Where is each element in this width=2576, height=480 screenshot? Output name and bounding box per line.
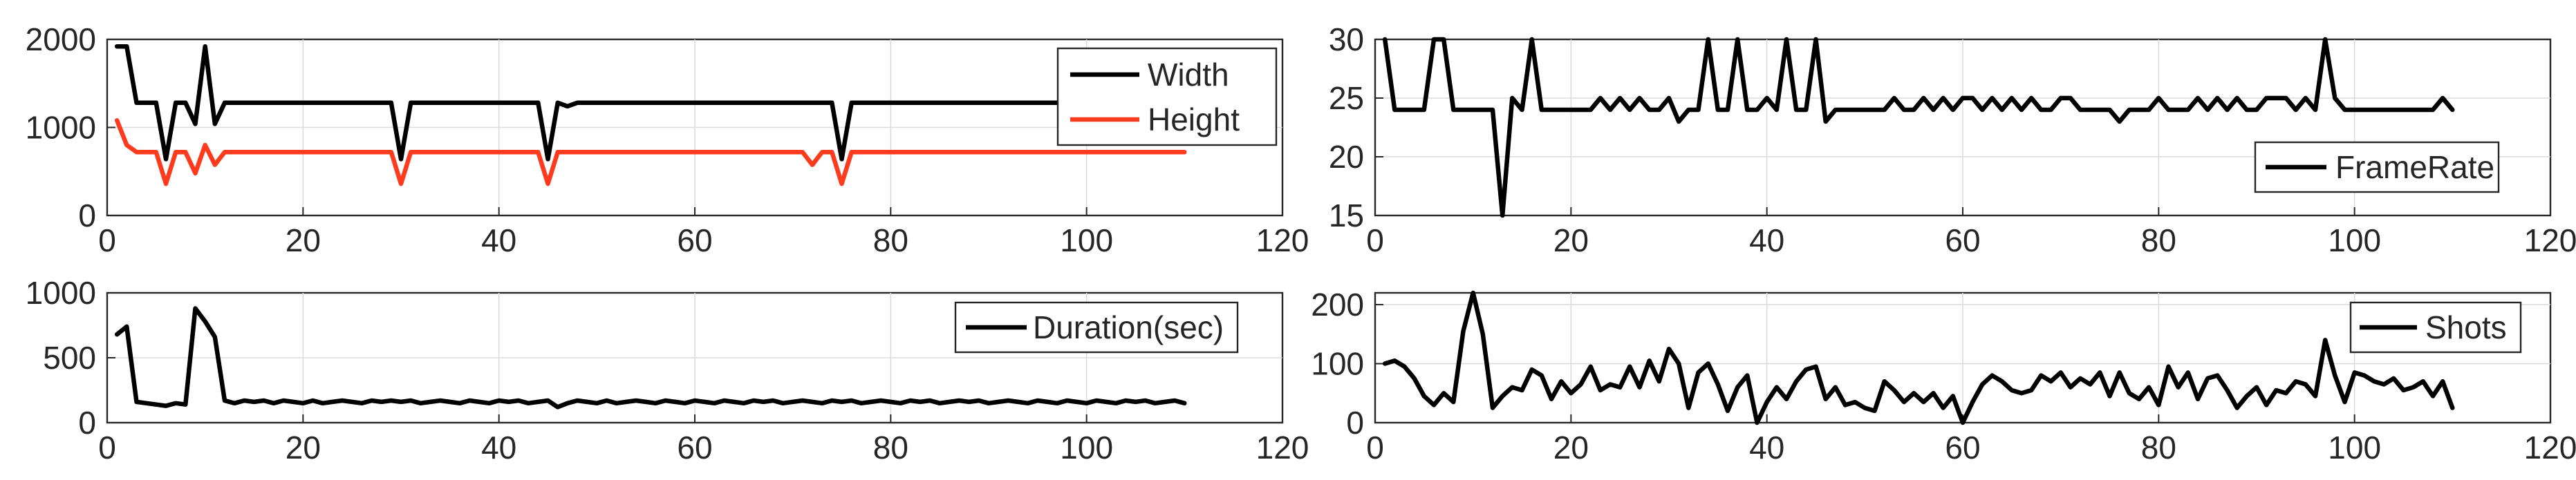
x-tick-label: 80 xyxy=(873,222,908,258)
x-tick-label: 80 xyxy=(2141,430,2176,465)
x-tick-label: 100 xyxy=(1060,430,1113,465)
legend-framerate: FrameRate xyxy=(2254,141,2500,193)
series-line-framerate xyxy=(1382,37,2455,218)
x-tick-label: 60 xyxy=(1945,430,1980,465)
x-tick-label: 20 xyxy=(286,222,321,258)
x-tick-label: 120 xyxy=(2524,222,2576,258)
x-tick-label: 0 xyxy=(98,430,116,465)
y-tick-label: 20 xyxy=(1329,139,1364,175)
legend-label-width: Width xyxy=(1148,57,1229,93)
panel-framerate: 0 20 40 60 80 100 120 15 20 25 30 FrameRate xyxy=(1329,21,2576,258)
x-tick-label: 40 xyxy=(1749,430,1784,465)
series-line-shots xyxy=(1382,290,2455,425)
legend-label-shots: Shots xyxy=(2425,309,2507,345)
x-tick-label: 20 xyxy=(286,430,321,465)
y-tick-label: 25 xyxy=(1329,80,1364,116)
y-tick-label: 100 xyxy=(1311,346,1364,382)
y-tick-label: 30 xyxy=(1329,21,1364,57)
legend-duration: Duration(sec) xyxy=(954,301,1239,354)
y-tick-label: 1000 xyxy=(26,275,96,311)
ticks-framerate: 0 20 40 60 80 100 120 15 20 25 30 xyxy=(1329,21,2576,258)
x-tick-label: 100 xyxy=(2328,430,2381,465)
legend-label-height: Height xyxy=(1148,102,1240,137)
x-tick-label: 40 xyxy=(1749,222,1784,258)
x-tick-label: 20 xyxy=(1553,430,1589,465)
x-tick-label: 100 xyxy=(1060,222,1113,258)
x-tick-label: 80 xyxy=(2141,222,2176,258)
ticks-resolution: 0 20 40 60 80 100 120 0 1000 2000 xyxy=(26,21,1309,258)
x-tick-label: 100 xyxy=(2328,222,2381,258)
series-line-duration-sec xyxy=(114,306,1187,410)
x-tick-label: 120 xyxy=(2524,430,2576,465)
x-tick-label: 20 xyxy=(1553,222,1589,258)
panel-shots: 0 20 40 60 80 100 120 0 100 200 Shots xyxy=(1311,287,2576,465)
x-tick-label: 60 xyxy=(677,222,712,258)
y-tick-label: 0 xyxy=(78,405,96,441)
panel-duration: 0 20 40 60 80 100 120 0 500 1000 Duration(sec) xyxy=(26,275,1309,465)
x-tick-label: 60 xyxy=(677,430,712,465)
series-group-duration xyxy=(114,306,1187,410)
x-tick-label: 40 xyxy=(481,430,516,465)
x-tick-label: 0 xyxy=(98,222,116,258)
y-tick-label: 2000 xyxy=(26,21,96,57)
x-tick-label: 60 xyxy=(1945,222,1980,258)
x-tick-label: 0 xyxy=(1366,430,1384,465)
ticks-duration: 0 20 40 60 80 100 120 0 500 1000 xyxy=(26,275,1309,465)
legend-shots: Shots xyxy=(2349,301,2522,354)
series-group-resolution xyxy=(114,44,1187,186)
legend-box-resolution xyxy=(1056,47,1278,146)
x-tick-label: 0 xyxy=(1366,222,1384,258)
legend-label-framerate: FrameRate xyxy=(2335,149,2494,185)
y-tick-label: 0 xyxy=(1346,405,1364,441)
legend-label-duration: Duration(sec) xyxy=(1033,309,1224,345)
x-tick-label: 40 xyxy=(481,222,516,258)
legend-resolution: Width Height xyxy=(1056,47,1278,146)
ticks-shots: 0 20 40 60 80 100 120 0 100 200 xyxy=(1311,287,2576,465)
series-group-shots xyxy=(1382,290,2455,425)
x-tick-label: 80 xyxy=(873,430,908,465)
y-tick-label: 15 xyxy=(1329,198,1364,233)
series-group-framerate xyxy=(1382,37,2455,218)
series-line-width xyxy=(114,44,1187,162)
x-tick-label: 120 xyxy=(1256,222,1309,258)
x-tick-label: 120 xyxy=(1256,430,1309,465)
y-tick-label: 200 xyxy=(1311,287,1364,323)
y-tick-label: 1000 xyxy=(26,110,96,146)
y-tick-label: 500 xyxy=(43,340,96,376)
panel-resolution: 0 20 40 60 80 100 120 0 1000 2000 Width Height xyxy=(26,21,1309,258)
series-line-height xyxy=(114,118,1187,186)
y-tick-label: 0 xyxy=(78,198,96,233)
